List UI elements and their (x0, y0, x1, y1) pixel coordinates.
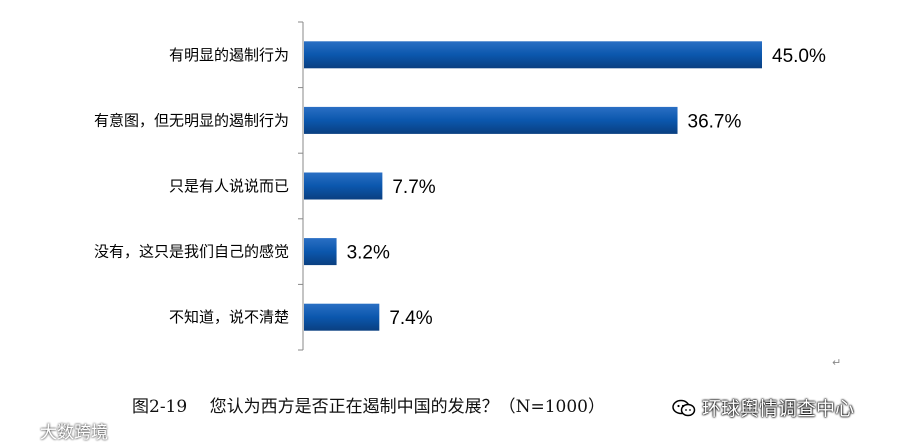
category-label: 没有，这只是我们自己的感觉 (94, 243, 289, 261)
category-label: 不知道，说不清楚 (169, 308, 289, 326)
wechat-icon (672, 399, 696, 416)
bar (304, 238, 337, 266)
watermark-right: 环球舆情调查中心 (672, 394, 854, 421)
bar (304, 106, 678, 134)
category-label: 只是有人说说而已 (169, 177, 289, 195)
watermark-left-text: 大数跨境 (40, 423, 108, 443)
watermark-left: 大数跨境 (6, 418, 108, 443)
watermark-right-text: 环球舆情调查中心 (702, 398, 855, 420)
value-label: 36.7% (688, 111, 742, 132)
value-label: 3.2% (347, 243, 390, 264)
value-label: 7.7% (392, 177, 435, 198)
paragraph-mark: ↵ (832, 356, 842, 369)
bar (304, 41, 762, 69)
bar-chart: 有明显的遏制行为 45.0% 有意图，但无明显的遏制行为 36.7% 只是有人说说而已 7… (94, 21, 826, 351)
value-label: 45.0% (772, 46, 826, 67)
category-label: 有意图，但无明显的遏制行为 (94, 111, 289, 129)
figure-caption: 图2-19 您认为西方是否正在遏制中国的发展？（N=1000） (132, 397, 605, 417)
bar (304, 172, 383, 200)
category-label: 有明显的遏制行为 (169, 46, 289, 64)
logo-icon (7, 422, 35, 439)
bar (304, 303, 380, 331)
value-label: 7.4% (389, 308, 432, 329)
